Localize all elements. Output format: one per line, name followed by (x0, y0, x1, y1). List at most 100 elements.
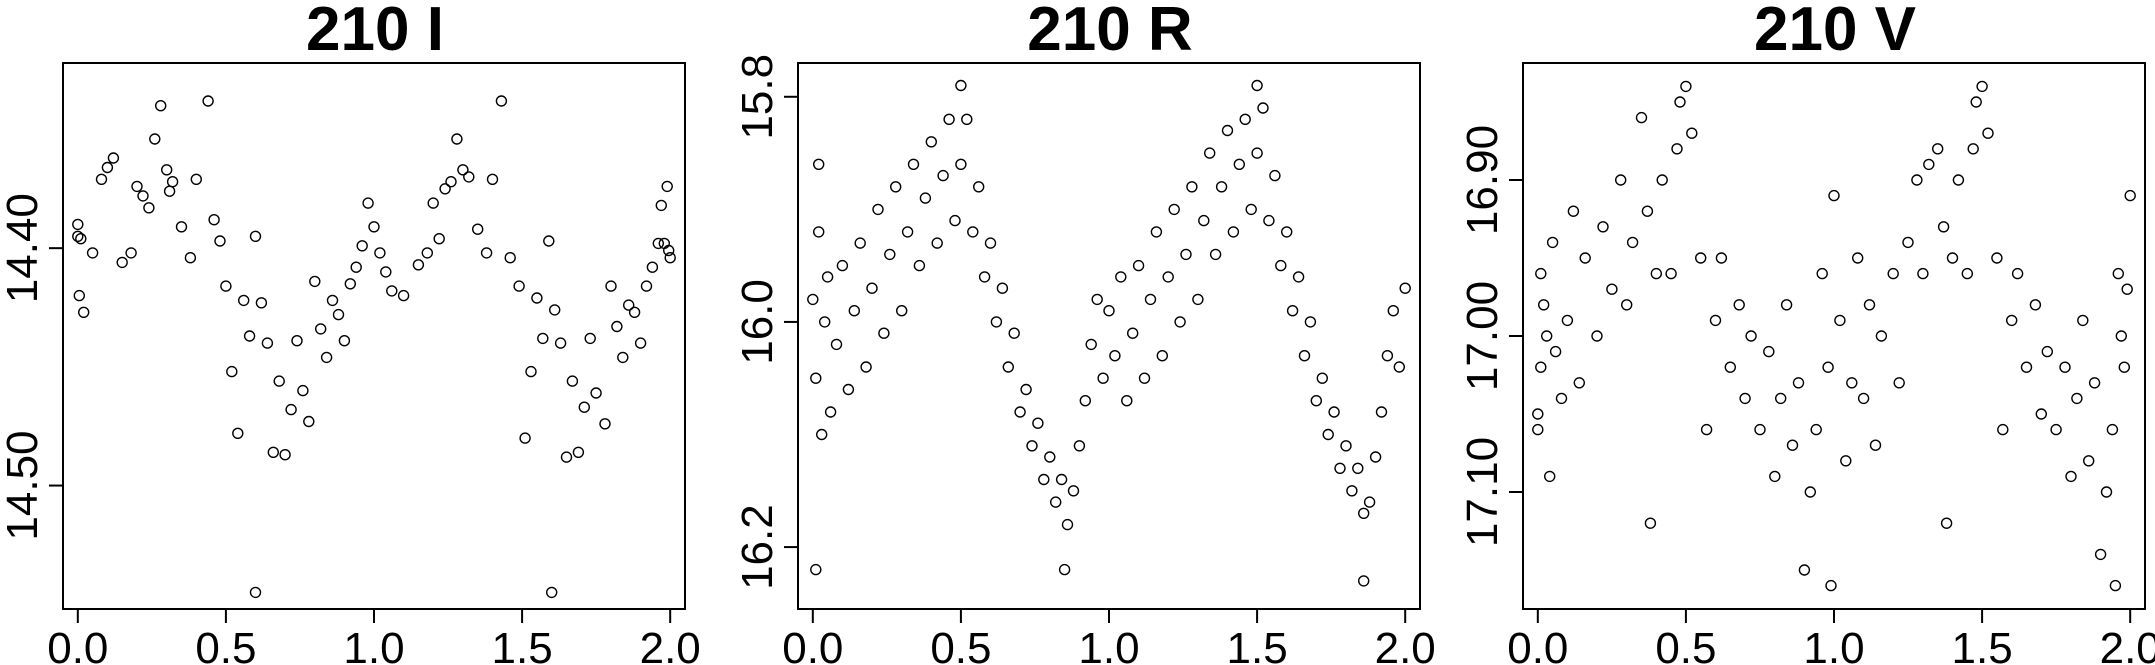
data-point (1715, 252, 1728, 264)
data-point (1298, 350, 1311, 362)
data-point (617, 351, 629, 364)
data-point (2041, 345, 2054, 358)
data-point (1132, 259, 1145, 272)
data-point (1780, 299, 1793, 311)
data-point (412, 259, 425, 271)
data-point (1834, 314, 1846, 327)
y-axis: 15.8 16.0 16.2 (733, 54, 798, 590)
data-point (1215, 181, 1228, 193)
data-point (2088, 377, 2101, 389)
data-point (1626, 236, 1639, 249)
data-point (546, 586, 558, 599)
plot-frame (62, 62, 686, 610)
data-point (1263, 214, 1275, 227)
data-point (1532, 408, 1544, 420)
data-point (955, 158, 967, 171)
data-point (1911, 174, 1923, 186)
data-point (131, 180, 143, 193)
data-point (101, 161, 114, 174)
y-axis: 16.90 17.00 17.10 (1458, 125, 1523, 547)
data-point (226, 365, 238, 378)
x-tick-label: 0.0 (47, 624, 108, 665)
panel-210-r: 210 R 0.0 0.5 1.0 1.5 2.0 15.8 16.0 16.2 (733, 0, 1436, 665)
data-point (1967, 143, 1979, 155)
data-point (913, 259, 926, 272)
data-point (890, 181, 902, 193)
x-tick-label: 0.5 (195, 624, 256, 665)
data-point (1346, 485, 1358, 497)
data-point (1786, 439, 1799, 451)
data-point (896, 305, 908, 317)
data-point (543, 235, 555, 247)
data-point (919, 192, 932, 204)
data-point (584, 332, 596, 345)
data-point (1893, 377, 1905, 389)
data-point (163, 185, 176, 197)
data-point (285, 403, 297, 416)
data-point (457, 164, 469, 176)
data-point (531, 292, 543, 304)
data-point (1733, 299, 1745, 311)
data-point (279, 449, 291, 461)
data-point (1369, 451, 1382, 463)
data-point (872, 203, 884, 216)
plot-frame (1522, 62, 2146, 610)
data-point (1982, 127, 1994, 139)
data-point (125, 247, 137, 259)
data-point (1798, 564, 1811, 576)
data-point (661, 180, 673, 193)
data-point (1091, 293, 1103, 306)
data-point (566, 375, 579, 387)
data-point (1192, 293, 1204, 306)
x-tick-label: 2.0 (2100, 624, 2155, 665)
data-point (1227, 226, 1240, 238)
data-point (261, 337, 274, 349)
data-point (1641, 205, 1654, 217)
data-point (652, 237, 664, 250)
data-point (175, 221, 188, 233)
data-point (350, 261, 362, 273)
data-point (2035, 408, 2048, 420)
data-point (480, 247, 493, 259)
data-point (1549, 345, 1562, 358)
data-point (1067, 485, 1080, 497)
data-point (1739, 392, 1751, 405)
data-point (813, 226, 825, 238)
data-point (984, 237, 997, 249)
data-point (1591, 330, 1603, 342)
y-tick-label: 17.10 (1458, 437, 1507, 547)
data-point (1700, 423, 1713, 436)
data-point (1825, 579, 1837, 592)
data-point (72, 218, 84, 231)
data-point (1275, 259, 1287, 272)
data-point (143, 202, 155, 214)
y-axis: 14.40 14.50 (0, 193, 63, 541)
data-point (925, 136, 937, 148)
data-point (572, 446, 585, 458)
data-point (166, 175, 179, 188)
data-point (1020, 383, 1032, 396)
data-point (1251, 147, 1263, 159)
data-point (1310, 395, 1323, 407)
data-point (1952, 174, 1965, 186)
data-point (1168, 203, 1180, 216)
data-point (1055, 473, 1068, 486)
data-point (1635, 111, 1648, 124)
data-point (1032, 417, 1044, 429)
data-point (807, 293, 819, 306)
data-point (1561, 314, 1574, 327)
data-point (116, 256, 128, 269)
data-point (137, 190, 149, 202)
data-point (1085, 338, 1097, 351)
data-point (978, 271, 991, 283)
data-point (1138, 372, 1151, 384)
data-point (338, 335, 351, 347)
data-point (267, 446, 279, 458)
data-points (1532, 80, 2136, 592)
data-point (816, 428, 828, 441)
data-point (1535, 361, 1547, 373)
data-point (1745, 330, 1757, 342)
data-point (2118, 361, 2131, 373)
data-point (1144, 293, 1157, 306)
data-point (1334, 462, 1346, 474)
